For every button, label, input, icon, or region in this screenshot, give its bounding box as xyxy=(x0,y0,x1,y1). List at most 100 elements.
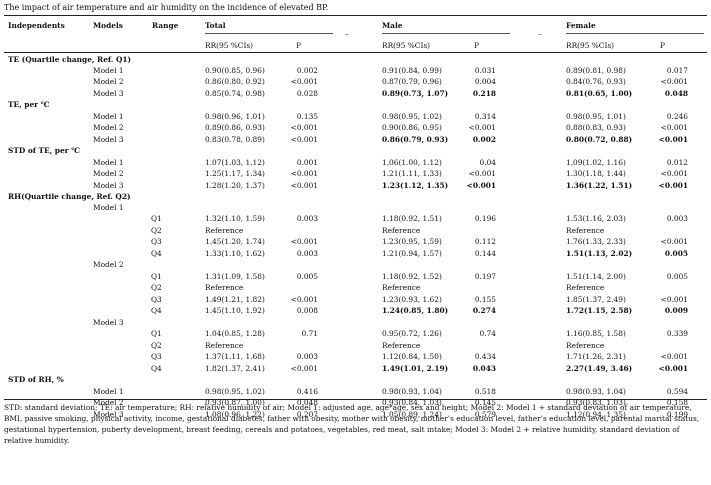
model-label: Model 1 xyxy=(93,203,124,212)
total-p-cell: 0.416 xyxy=(296,387,318,396)
male-rr-cell: Reference xyxy=(382,341,421,350)
male-p-cell: 0.314 xyxy=(474,112,496,121)
female-rr-cell: 0.80(0.72, 0.88) xyxy=(566,135,633,144)
male-rr-cell: Reference xyxy=(382,283,421,292)
total-rr-cell: 0.85(0.74, 0.98) xyxy=(205,89,265,98)
header-total-p: P xyxy=(296,41,301,50)
total-rr-cell: 1.07(1.03, 1.12) xyxy=(205,158,265,167)
male-rr-cell: 0.98(0.95, 1.02) xyxy=(382,112,442,121)
female-rr-cell: 1.53(1.16, 2.03) xyxy=(566,214,626,223)
male-p-cell: 0.04 xyxy=(479,158,496,167)
female-p-cell: <0.001 xyxy=(660,77,688,86)
female-rr-cell: 0.88(0.83, 0.93) xyxy=(566,123,626,132)
total-rr-cell: 0.86(0.80, 0.92) xyxy=(205,77,265,86)
range-label: Q1 xyxy=(151,272,162,281)
header-total: Total xyxy=(205,21,226,30)
range-label: Q4 xyxy=(151,249,162,258)
male-rr-cell: 1.23(0.95, 1.59) xyxy=(382,237,442,246)
female-rr-cell: Reference xyxy=(566,341,605,350)
female-p-cell: <0.001 xyxy=(658,181,688,190)
male-rr-cell: 0.93(0.84, 1.03) xyxy=(382,398,442,407)
model-label: Model 2 xyxy=(93,123,124,132)
male-rr-cell: 1.24(0.85, 1.80) xyxy=(382,306,449,315)
female-rr-cell: 1.09(1.02, 1.16) xyxy=(566,158,626,167)
female-p-cell: 0.048 xyxy=(664,89,688,98)
male-rr-cell: 0.87(0.79, 0.96) xyxy=(382,77,442,86)
male-rr-cell: 1.06(1.00, 1.12) xyxy=(382,158,442,167)
header-female: Female xyxy=(566,21,596,30)
male-p-cell: 0.218 xyxy=(472,89,496,98)
total-rr-cell: Reference xyxy=(205,226,244,235)
female-rr-cell: 1.36(1.22, 1.51) xyxy=(566,181,633,190)
header-total-rr: RR(95 %CIs) xyxy=(205,41,254,50)
range-label: Q3 xyxy=(151,295,162,304)
model-label: Model 3 xyxy=(93,318,124,327)
male-rr-cell: 0.95(0.72, 1.26) xyxy=(382,329,442,338)
male-underline xyxy=(382,33,510,34)
total-p-cell: <0.001 xyxy=(290,77,318,86)
model-label: Model 2 xyxy=(93,398,124,407)
male-rr-cell: 1.18(0.92, 1.52) xyxy=(382,272,442,281)
total-rr-cell: 1.32(1.10, 1.59) xyxy=(205,214,265,223)
male-p-cell: 0.155 xyxy=(474,295,496,304)
total-underline xyxy=(205,33,333,34)
total-rr-cell: Reference xyxy=(205,283,244,292)
total-rr-cell: 1.28(1.20, 1.37) xyxy=(205,181,265,190)
female-p-cell: 0.003 xyxy=(666,214,688,223)
male-p-cell: 0.031 xyxy=(474,66,496,75)
female-rr-cell: 1.72(1.15, 2.58) xyxy=(566,306,633,315)
female-p-cell: 0.339 xyxy=(666,329,688,338)
total-p-cell: 0.207 xyxy=(296,410,318,419)
female-underline xyxy=(566,33,704,34)
female-rr-cell: 1.16(0.85, 1.58) xyxy=(566,329,626,338)
model-label: Model 1 xyxy=(93,112,124,121)
female-rr-cell: 0.81(0.65, 1.00) xyxy=(566,89,633,98)
table-caption: The impact of air temperature and air hu… xyxy=(4,3,329,12)
total-rr-cell: 1.82(1.37, 2.41) xyxy=(205,364,265,373)
male-rr-cell: 0.90(0.86, 0.95) xyxy=(382,123,442,132)
male-p-cell: 0.579 xyxy=(474,410,496,419)
total-rr-cell: 1.31(1.09, 1.58) xyxy=(205,272,265,281)
male-p-cell: <0.001 xyxy=(468,169,496,178)
total-p-cell: 0.003 xyxy=(296,214,318,223)
total-rr-cell: Reference xyxy=(205,341,244,350)
female-p-cell: 0.005 xyxy=(664,249,688,258)
male-p-cell: 0.112 xyxy=(474,237,496,246)
table-footnote: STD: standard deviation; TE: air tempera… xyxy=(4,403,700,445)
female-rr-cell: 0.98(0.95, 1.01) xyxy=(566,112,626,121)
total-rr-cell: 1.04(0.85, 1.28) xyxy=(205,329,265,338)
total-rr-cell: 0.98(0.95, 1.02) xyxy=(205,387,265,396)
male-p-cell: 0.196 xyxy=(474,214,496,223)
range-label: Q4 xyxy=(151,306,162,315)
total-rr-cell: 0.98(0.96, 1.01) xyxy=(205,112,265,121)
total-rr-cell: 0.90(0.85, 0.96) xyxy=(205,66,265,75)
male-rr-cell: 1.18(0.92, 1.51) xyxy=(382,214,442,223)
female-p-cell: 0.017 xyxy=(666,66,688,75)
total-rr-cell: 0.89(0.86, 0.93) xyxy=(205,123,265,132)
female-rr-cell: 0.89(0.81, 0.98) xyxy=(566,66,626,75)
male-p-cell: 0.002 xyxy=(472,135,496,144)
female-rr-cell: 0.93(0.83, 1.03) xyxy=(566,398,626,407)
total-rr-cell: 1.25(1.17, 1.34) xyxy=(205,169,265,178)
total-rr-cell: 1.45(1.10, 1.92) xyxy=(205,306,265,315)
model-label: Model 2 xyxy=(93,169,124,178)
total-p-cell: 0.135 xyxy=(296,112,318,121)
header-male: Male xyxy=(382,21,403,30)
male-p-cell: 0.043 xyxy=(472,364,496,373)
total-p-cell: <0.001 xyxy=(290,169,318,178)
total-p-cell: 0.028 xyxy=(296,89,318,98)
male-rr-cell: 1.05(0.89, 1.24) xyxy=(382,410,442,419)
total-p-cell: 0.003 xyxy=(296,249,318,258)
total-p-cell: <0.001 xyxy=(290,237,318,246)
female-p-cell: <0.001 xyxy=(660,169,688,178)
female-p-cell: <0.001 xyxy=(660,352,688,361)
header-range: Range xyxy=(152,21,179,30)
female-p-cell: 0.246 xyxy=(666,112,688,121)
total-rr-cell: 1.37(1.11, 1.68) xyxy=(205,352,265,361)
range-label: Q3 xyxy=(151,352,162,361)
total-p-cell: <0.001 xyxy=(290,295,318,304)
male-p-cell: 0.434 xyxy=(474,352,496,361)
total-p-cell: 0.001 xyxy=(296,158,318,167)
total-p-cell: 0.008 xyxy=(296,306,318,315)
female-p-cell: <0.001 xyxy=(658,364,688,373)
